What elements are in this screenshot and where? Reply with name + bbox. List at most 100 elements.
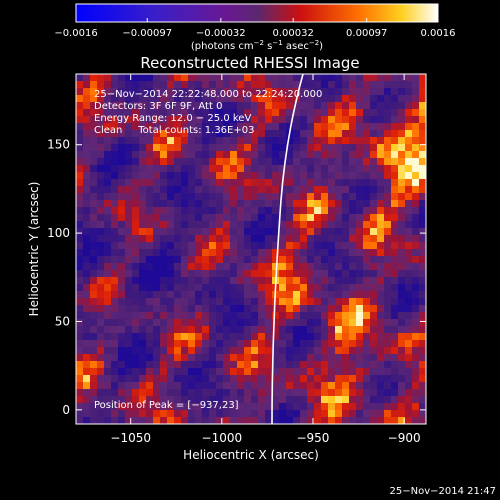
heatmap-cell <box>307 270 315 278</box>
heatmap-cell <box>181 263 189 271</box>
heatmap-cell <box>251 193 259 201</box>
heatmap-cell <box>230 144 238 152</box>
heatmap-cell <box>321 312 329 320</box>
heatmap-cell <box>405 256 413 264</box>
heatmap-cell <box>132 256 140 264</box>
heatmap-cell <box>174 242 182 250</box>
heatmap-cell <box>167 165 175 173</box>
heatmap-cell <box>146 74 154 82</box>
heatmap-cell <box>174 340 182 348</box>
heatmap-cell <box>321 256 329 264</box>
heatmap-cell <box>314 228 322 236</box>
heatmap-cell <box>104 277 112 285</box>
heatmap-cell <box>272 207 280 215</box>
heatmap-cell <box>181 179 189 187</box>
heatmap-cell <box>419 354 426 362</box>
heatmap-cell <box>412 179 420 187</box>
heatmap-cell <box>174 284 182 292</box>
heatmap-cell <box>76 382 84 390</box>
heatmap-cell <box>132 102 140 110</box>
heatmap-cell <box>419 326 426 334</box>
heatmap-cell <box>272 200 280 208</box>
heatmap-cell <box>398 151 406 159</box>
heatmap-cell <box>370 249 378 257</box>
heatmap-cell <box>223 375 231 383</box>
heatmap-cell <box>391 151 399 159</box>
heatmap-cell <box>356 242 364 250</box>
heatmap-cell <box>195 88 203 96</box>
heatmap-cell <box>370 158 378 166</box>
heatmap-cell <box>216 95 224 103</box>
heatmap-cell <box>237 368 245 376</box>
heatmap-cell <box>251 417 259 424</box>
heatmap-cell <box>181 200 189 208</box>
heatmap-cell <box>167 81 175 89</box>
heatmap-cell <box>300 347 308 355</box>
heatmap-cell <box>251 368 259 376</box>
heatmap-cell <box>258 410 266 418</box>
heatmap-cell <box>188 354 196 362</box>
heatmap-cell <box>230 228 238 236</box>
heatmap-cell <box>272 249 280 257</box>
heatmap-cell <box>384 88 392 96</box>
heatmap-cell <box>251 305 259 313</box>
heatmap-cell <box>356 200 364 208</box>
heatmap-cell <box>251 326 259 334</box>
heatmap-cell <box>370 151 378 159</box>
heatmap-cell <box>202 88 210 96</box>
heatmap-cell <box>153 158 161 166</box>
heatmap-cell <box>181 312 189 320</box>
heatmap-cell <box>132 228 140 236</box>
heatmap-cell <box>398 249 406 257</box>
heatmap-cell <box>272 95 280 103</box>
heatmap-cell <box>83 242 91 250</box>
heatmap-cell <box>188 179 196 187</box>
heatmap-cell <box>356 88 364 96</box>
heatmap-cell <box>419 109 426 117</box>
heatmap-cell <box>405 347 413 355</box>
heatmap-cell <box>293 340 301 348</box>
heatmap-cell <box>349 312 357 320</box>
heatmap-cell <box>195 207 203 215</box>
heatmap-cell <box>307 403 315 411</box>
heatmap-cell <box>265 368 273 376</box>
heatmap-cell <box>349 410 357 418</box>
heatmap-cell <box>244 263 252 271</box>
heatmap-cell <box>279 256 287 264</box>
heatmap-cell <box>300 144 308 152</box>
heatmap-cell <box>272 368 280 376</box>
heatmap-cell <box>314 95 322 103</box>
heatmap-cell <box>209 389 217 397</box>
heatmap-cell <box>209 74 217 82</box>
heatmap-cell <box>384 165 392 173</box>
heatmap-cell <box>111 221 119 229</box>
heatmap-cell <box>167 347 175 355</box>
heatmap-cell <box>76 347 84 355</box>
heatmap-cell <box>146 242 154 250</box>
heatmap-cell <box>216 130 224 138</box>
heatmap-cell <box>391 403 399 411</box>
heatmap-cell <box>83 340 91 348</box>
heatmap-cell <box>181 284 189 292</box>
heatmap-cell <box>167 186 175 194</box>
heatmap-cell <box>153 130 161 138</box>
heatmap-cell <box>76 305 84 313</box>
heatmap-cell <box>342 305 350 313</box>
heatmap-cell <box>251 137 259 145</box>
heatmap-cell <box>363 375 371 383</box>
heatmap-cell <box>293 396 301 404</box>
heatmap-cell <box>209 193 217 201</box>
heatmap-cell <box>321 333 329 341</box>
heatmap-cell <box>139 396 147 404</box>
heatmap-cell <box>139 151 147 159</box>
heatmap-cell <box>153 312 161 320</box>
heatmap-cell <box>146 214 154 222</box>
heatmap-cell <box>328 200 336 208</box>
heatmap-cell <box>118 165 126 173</box>
heatmap-cell <box>328 123 336 131</box>
heatmap-cell <box>153 340 161 348</box>
heatmap-cell <box>104 291 112 299</box>
heatmap-cell <box>118 354 126 362</box>
heatmap-cell <box>349 81 357 89</box>
heatmap-cell <box>83 333 91 341</box>
